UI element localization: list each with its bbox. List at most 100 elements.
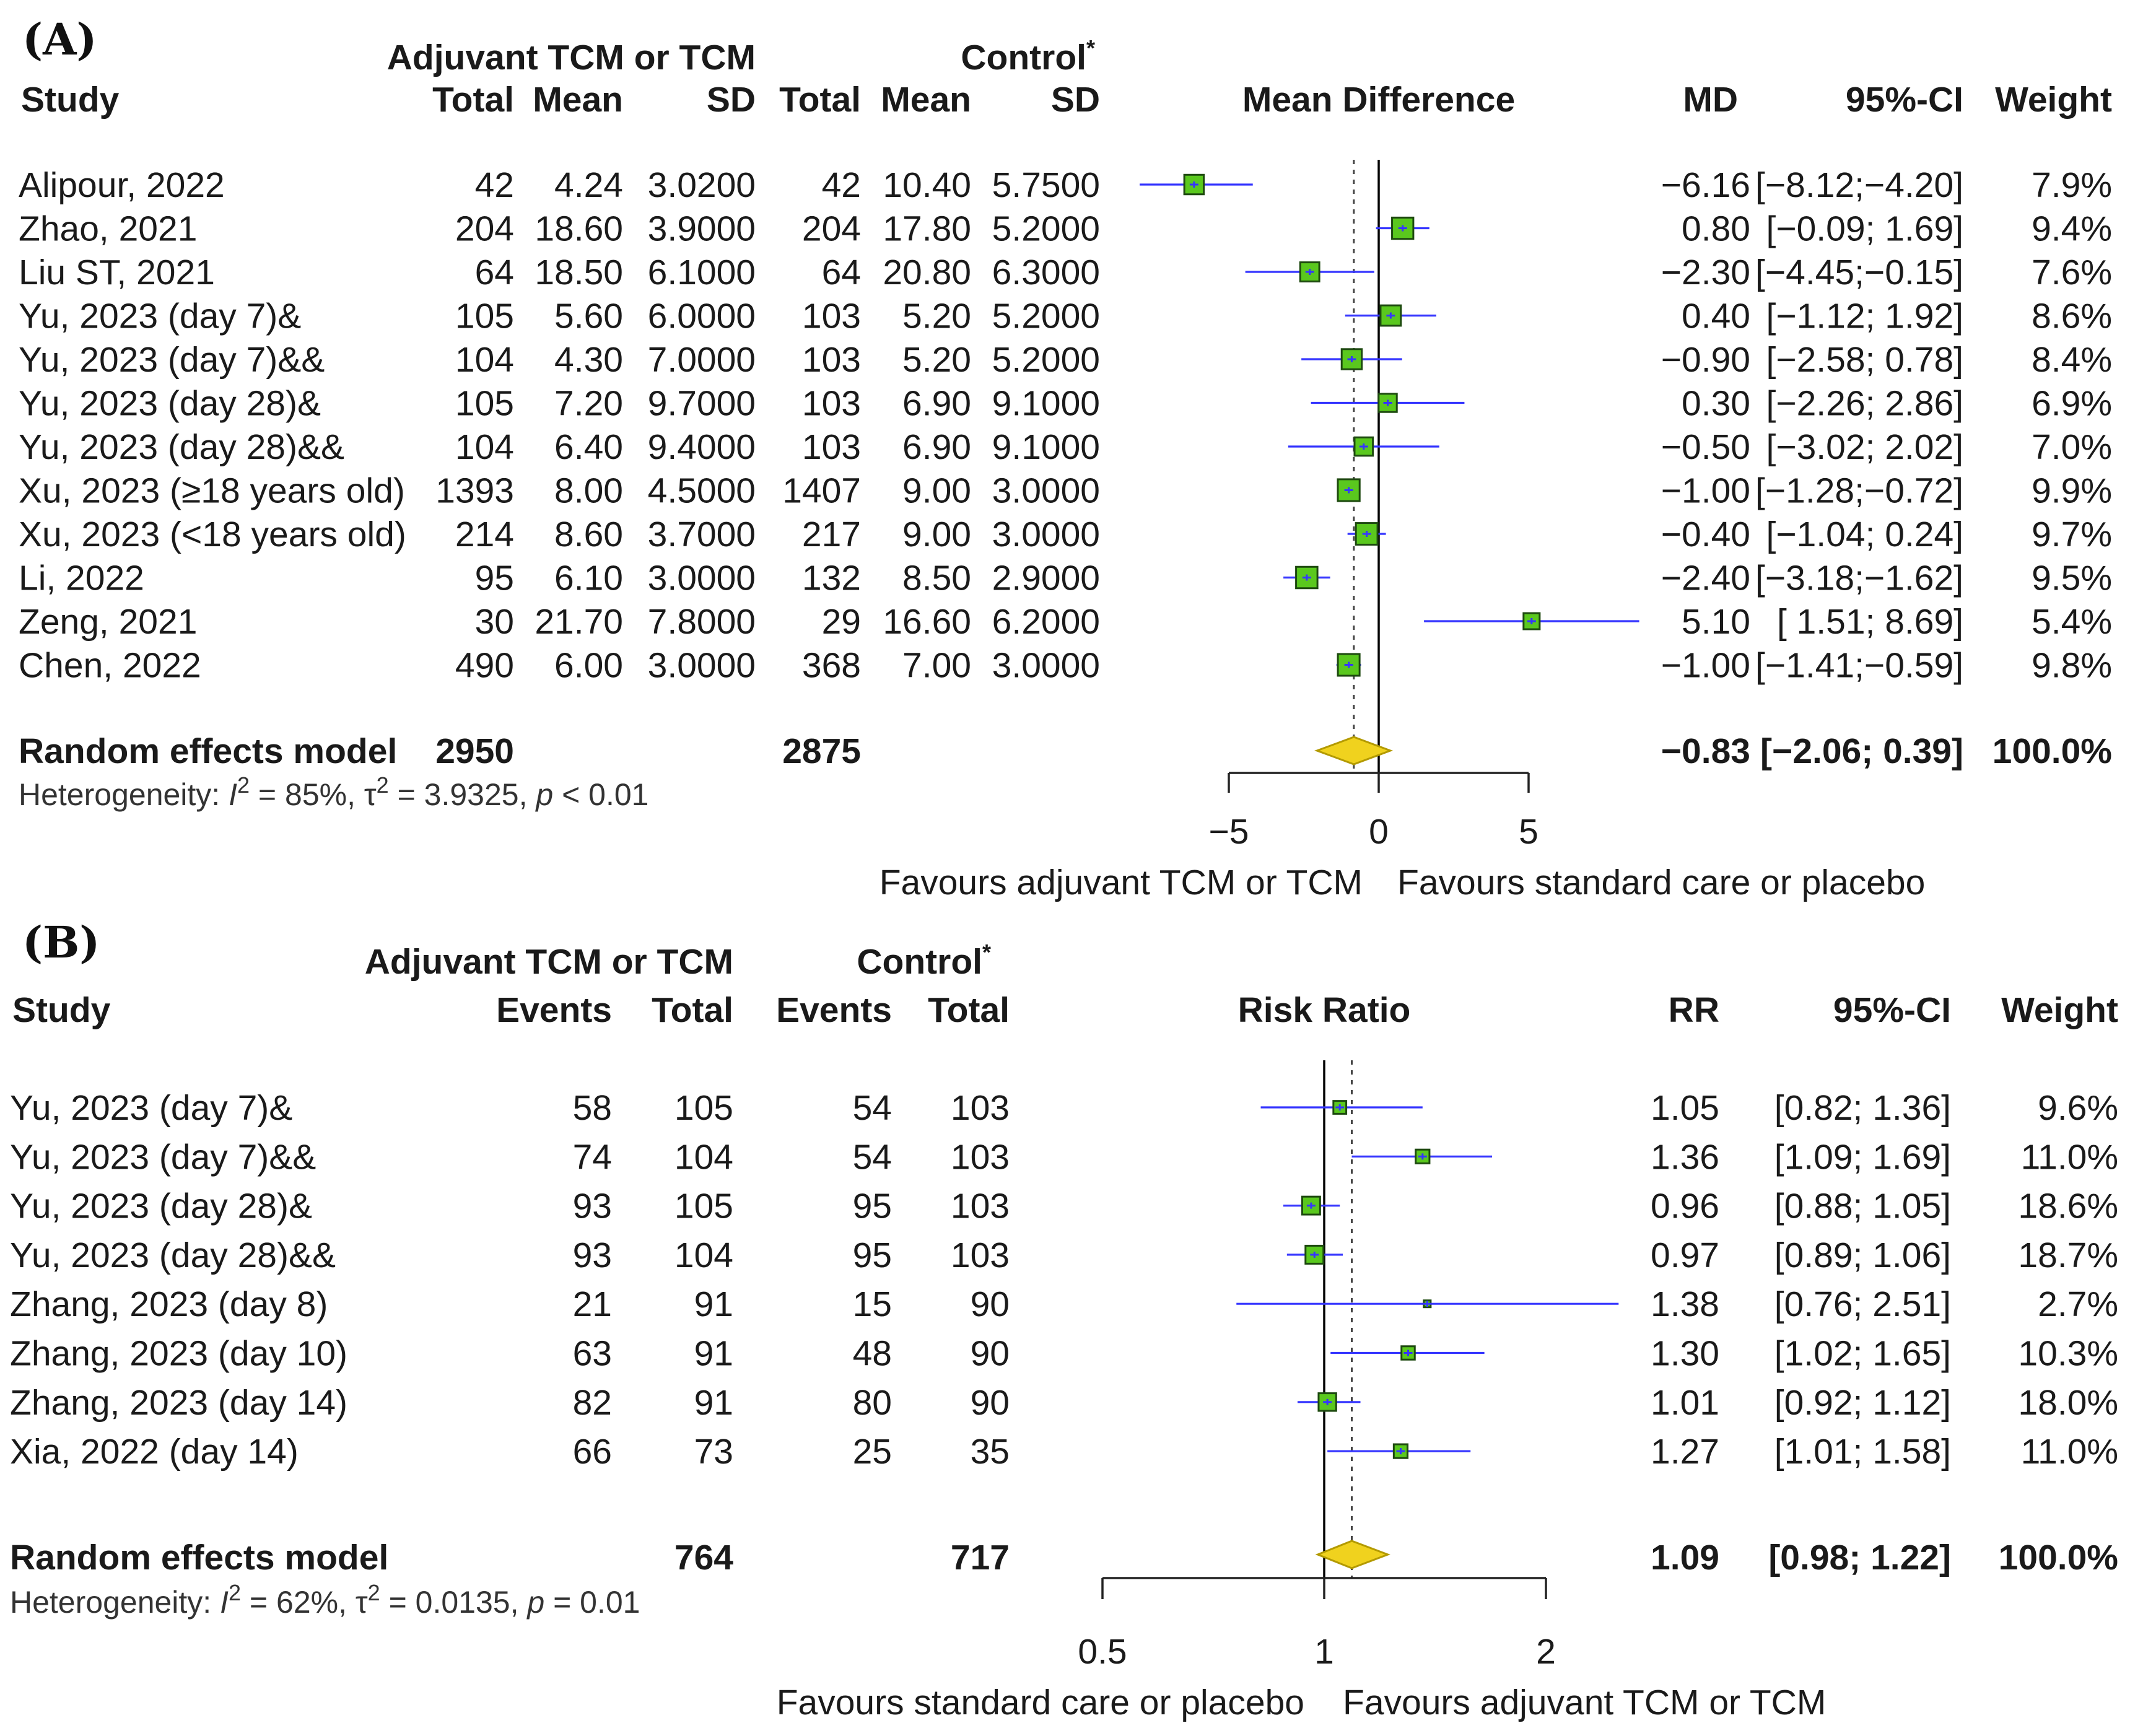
col-header-plot-a: Mean Difference [1242, 80, 1515, 120]
x-tick-label: −5 [1209, 812, 1249, 852]
pooled-c-total-a: 2875 [782, 731, 861, 771]
col-header-effect-a: MD [1683, 80, 1738, 120]
favours-right-b: Favours adjuvant TCM or TCM [1343, 1683, 1826, 1722]
cell-e-mean: 7.20 [554, 384, 623, 424]
pooled-ci-a: [−2.06; 0.39] [1760, 731, 1963, 771]
cell-ci: [0.76; 2.51] [1774, 1285, 1951, 1324]
cell-c-sd: 5.2000 [992, 340, 1100, 380]
cell-name: Yu, 2023 (day 28)&& [10, 1236, 336, 1275]
cell-ci: [−3.02; 2.02] [1766, 427, 1963, 467]
cell-weight: 7.9% [2032, 165, 2112, 205]
cell-ci: [0.89; 1.06] [1774, 1236, 1951, 1275]
group-header-b: Adjuvant TCM or TCM [365, 942, 733, 982]
col-header-ci-b: 95%-CI [1833, 990, 1951, 1030]
cell-e-total: 104 [674, 1137, 733, 1177]
cell-e-sd: 6.1000 [648, 253, 756, 292]
cell-ci: [0.92; 1.12] [1774, 1383, 1951, 1423]
cell-c-mean: 16.60 [883, 602, 971, 642]
cell-e-sd: 3.0000 [648, 559, 756, 598]
table-row: Alipour, 2022 42 4.24 3.0200 42 10.40 5.7500 −6… [19, 165, 2112, 205]
cell-c-total: 64 [822, 253, 861, 292]
cell-ci: [1.01; 1.58] [1774, 1432, 1951, 1472]
table-row: Yu, 2023 (day 7)& 105 5.60 6.0000 103 5.20 5.2… [19, 297, 2112, 336]
cell-e-total: 95 [475, 559, 514, 598]
cell-weight: 9.6% [2038, 1088, 2118, 1128]
cell-c-total: 42 [822, 165, 861, 205]
cell-c-total: 368 [802, 646, 861, 686]
cell-e-sd: 9.7000 [648, 384, 756, 424]
col-header-e-mean-a: Mean [533, 80, 623, 120]
cell-e-mean: 6.40 [554, 427, 623, 467]
cell-effect: 0.40 [1682, 297, 1750, 336]
cell-effect: −1.00 [1661, 471, 1750, 511]
cell-name: Yu, 2023 (day 7)& [19, 297, 301, 336]
cell-ci: [0.88; 1.05] [1774, 1187, 1951, 1226]
pooled-label-b: Random effects model [10, 1538, 388, 1577]
cell-effect: 0.30 [1682, 384, 1750, 424]
x-tick-label: 5 [1519, 812, 1539, 852]
plot-area-b: 0.5 1 2 [1078, 1060, 1619, 1672]
table-row: Li, 2022 95 6.10 3.0000 132 8.50 2.9000 −2.40 [−… [19, 559, 2112, 598]
pooled-e-total-b: 764 [674, 1538, 733, 1577]
cell-c-events: 15 [853, 1285, 892, 1324]
cell-c-sd: 5.7500 [992, 165, 1100, 205]
pooled-e-total-a: 2950 [435, 731, 514, 771]
cell-c-mean: 8.50 [902, 559, 971, 598]
group-header-a: Adjuvant TCM or TCM [387, 38, 756, 77]
cell-c-sd: 3.0000 [992, 515, 1100, 554]
pooled-diamond [1314, 736, 1394, 765]
cell-e-mean: 8.60 [554, 515, 623, 554]
col-header-weight-a: Weight [1995, 80, 2112, 120]
cell-effect: 1.27 [1651, 1432, 1719, 1472]
cell-c-mean: 5.20 [902, 340, 971, 380]
table-row: Zhang, 2023 (day 10) 63 91 48 90 1.30 [1.02; 1… [10, 1334, 2118, 1374]
cell-name: Yu, 2023 (day 7)&& [19, 340, 325, 380]
cell-name: Alipour, 2022 [19, 165, 225, 205]
col-header-c-mean-a: Mean [881, 80, 971, 120]
cell-c-total: 103 [951, 1187, 1010, 1226]
cell-e-sd: 6.0000 [648, 297, 756, 336]
cell-ci: [1.09; 1.69] [1774, 1137, 1951, 1177]
cell-name: Zhang, 2023 (day 8) [10, 1285, 328, 1324]
cell-weight: 18.0% [2018, 1383, 2118, 1423]
col-header-weight-b: Weight [2001, 990, 2118, 1030]
table-row: Zhang, 2023 (day 14) 82 91 80 90 1.01 [0.92; 1… [10, 1383, 2118, 1423]
study-rows-b: Yu, 2023 (day 7)& 58 105 54 103 1.05 [0.82; 1.… [10, 1088, 2118, 1472]
cell-name: Liu ST, 2021 [19, 253, 215, 292]
favours-right-a: Favours standard care or placebo [1397, 863, 1925, 902]
study-box [1299, 261, 1320, 282]
cell-e-mean: 6.00 [554, 646, 623, 686]
cell-e-total: 91 [694, 1383, 733, 1423]
cell-e-events: 82 [573, 1383, 612, 1423]
study-rows-a: Alipour, 2022 42 4.24 3.0200 42 10.40 5.7500 −6… [19, 165, 2112, 686]
pooled-ci-b: [0.98; 1.22] [1768, 1538, 1951, 1577]
cell-e-events: 93 [573, 1187, 612, 1226]
cell-c-sd: 6.3000 [992, 253, 1100, 292]
study-box [1379, 304, 1402, 327]
cell-weight: 18.7% [2018, 1236, 2118, 1275]
cell-c-events: 54 [853, 1137, 892, 1177]
cell-effect: 1.01 [1651, 1383, 1719, 1423]
cell-ci: [1.02; 1.65] [1774, 1334, 1951, 1374]
col-header-study-a: Study [21, 80, 120, 120]
cell-name: Yu, 2023 (day 7)& [10, 1088, 292, 1128]
cell-ci: [−1.04; 0.24] [1766, 515, 1963, 554]
cell-effect: −2.40 [1661, 559, 1750, 598]
x-tick-label: 0.5 [1078, 1632, 1127, 1672]
cell-effect: −6.16 [1661, 165, 1750, 205]
favours-left-b: Favours standard care or placebo [777, 1683, 1304, 1722]
table-row: Xu, 2023 (≥18 years old) 1393 8.00 4.5000 14… [19, 471, 2112, 511]
cell-effect: 0.80 [1682, 209, 1750, 249]
cell-weight: 6.9% [2032, 384, 2112, 424]
pooled-diamond [1315, 1540, 1390, 1569]
cell-weight: 9.7% [2032, 515, 2112, 554]
table-row: Yu, 2023 (day 7)&& 74 104 54 103 1.36 [1.09; 1… [10, 1137, 2118, 1177]
cell-ci: [0.82; 1.36] [1774, 1088, 1951, 1128]
cell-name: Zhang, 2023 (day 10) [10, 1334, 347, 1374]
cell-c-total: 103 [802, 427, 861, 467]
pooled-c-total-b: 717 [951, 1538, 1010, 1577]
cell-weight: 11.0% [2021, 1432, 2118, 1472]
col-header-e-sd-a: SD [707, 80, 756, 120]
forest-plot-a: (A) Adjuvant TCM or TCM Control* Study T… [19, 14, 2112, 902]
table-row: Zeng, 2021 30 21.70 7.8000 29 16.60 6.2000 5.10… [19, 602, 2112, 642]
